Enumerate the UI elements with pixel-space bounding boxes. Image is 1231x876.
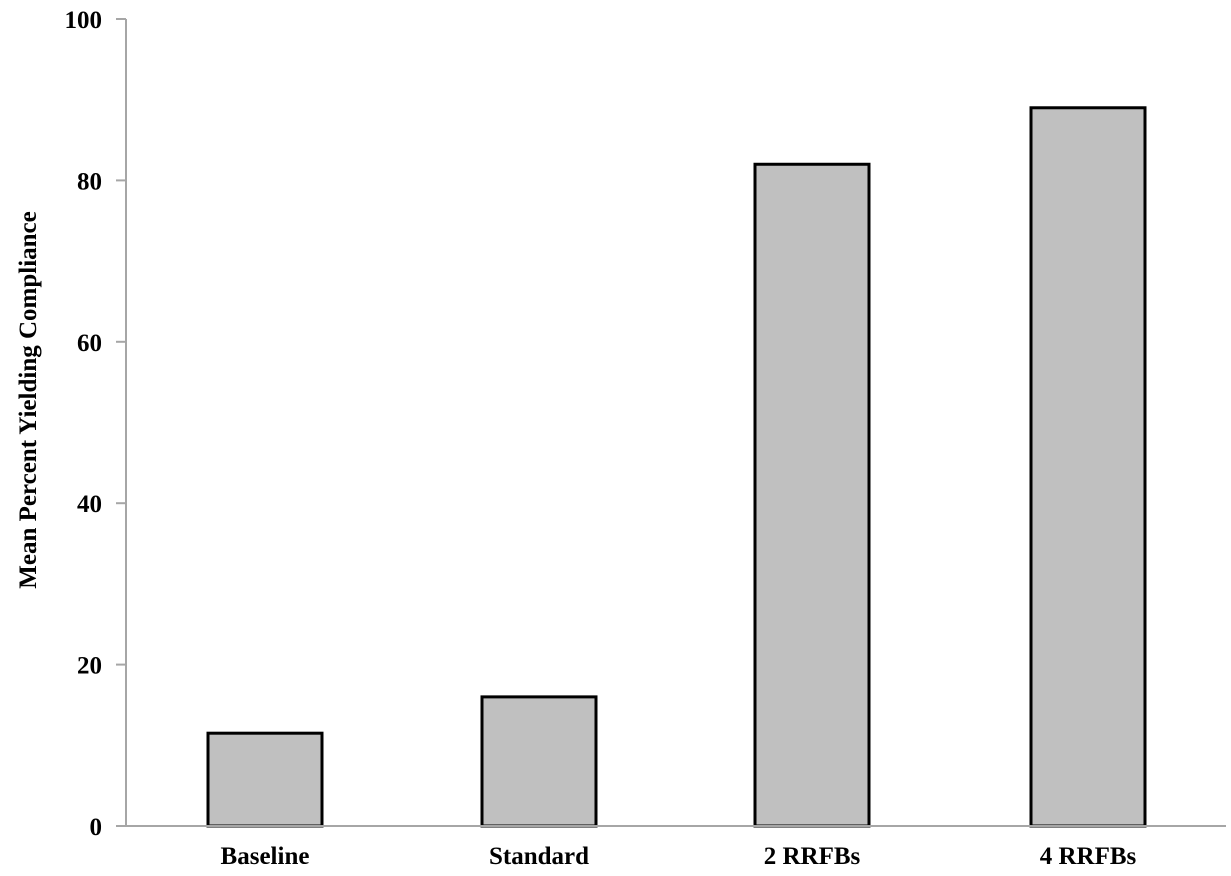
bars-group [206, 106, 1147, 828]
y-tick-label: 20 [77, 653, 102, 680]
y-axis-title: Mean Percent Yielding Compliance [15, 211, 42, 589]
y-tick-label: 40 [77, 491, 102, 518]
y-axis-ticks: 0 20 40 60 80 100 [65, 7, 126, 841]
bar-4-rrfbs [1029, 106, 1147, 828]
bar-2-rrfbs [753, 162, 871, 828]
y-tick-label: 100 [65, 7, 103, 34]
x-axis-labels: Baseline Standard 2 RRFBs 4 RRFBs [221, 843, 1137, 870]
bar-baseline [206, 731, 324, 828]
y-tick-label: 80 [77, 168, 102, 195]
x-category-label: 2 RRFBs [764, 843, 861, 870]
y-tick-label: 60 [77, 330, 102, 357]
x-category-label: 4 RRFBs [1040, 843, 1137, 870]
x-category-label: Baseline [221, 843, 310, 870]
y-tick-label: 0 [90, 814, 103, 841]
x-category-label: Standard [489, 843, 589, 870]
bar-standard [480, 695, 598, 828]
